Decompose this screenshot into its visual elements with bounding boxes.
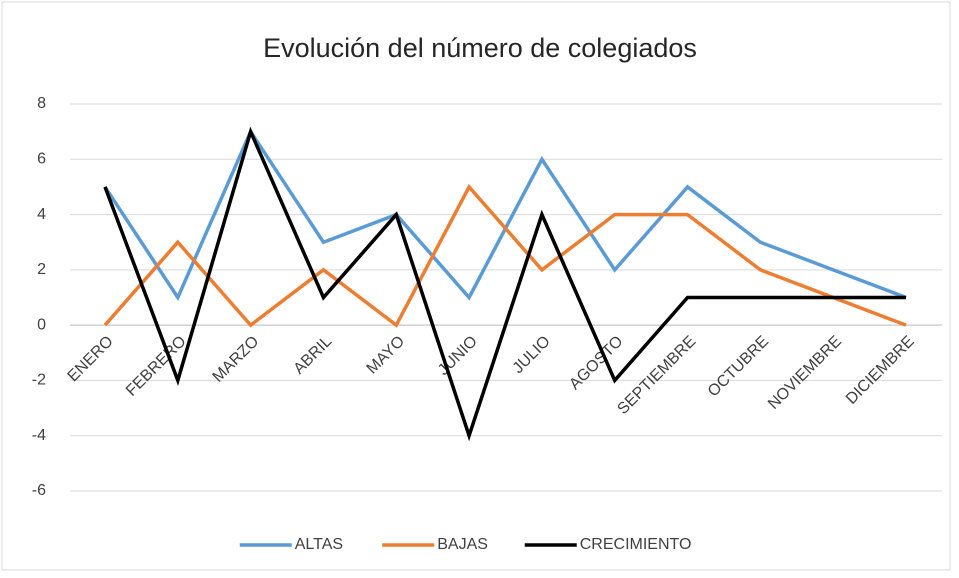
- y-tick-label: -6: [32, 482, 46, 499]
- y-tick-label: 8: [37, 95, 46, 112]
- y-tick-label: 0: [37, 316, 46, 333]
- legend-label: CRECIMIENTO: [580, 536, 692, 553]
- y-tick-label: -4: [32, 427, 46, 444]
- chart-title: Evolución del número de colegiados: [263, 33, 697, 63]
- legend-label: ALTAS: [295, 536, 343, 553]
- series-line: [103, 126, 906, 442]
- series-line: [103, 183, 907, 328]
- legend-label: BAJAS: [437, 536, 488, 553]
- y-tick-label: 2: [37, 261, 46, 278]
- y-tick-label: 4: [37, 206, 46, 223]
- y-tick-label: -2: [32, 372, 46, 389]
- y-tick-label: 6: [37, 151, 46, 168]
